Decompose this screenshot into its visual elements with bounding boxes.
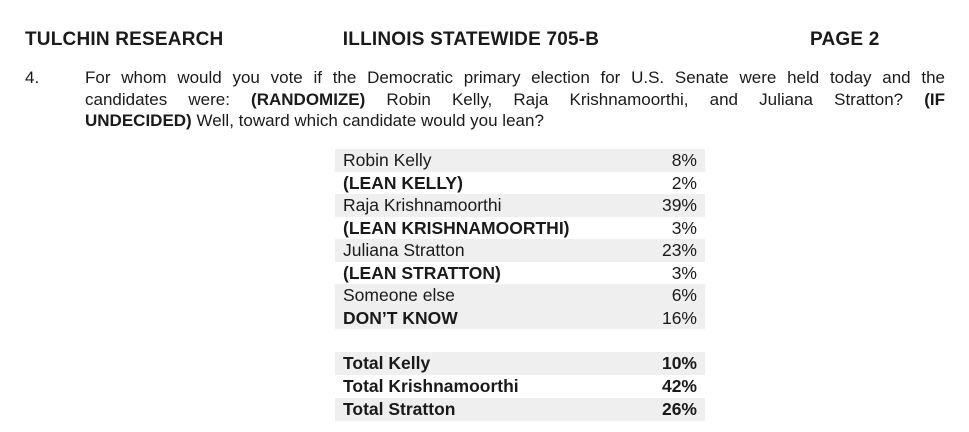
question-text-segment: Well, toward which candidate would you l… [191, 111, 544, 130]
question-text-segment: candidates were: [85, 89, 252, 109]
question-line: candidates were: (RANDOMIZE) Robin Kelly… [85, 89, 945, 111]
table-row: Total Kelly 10% [335, 352, 705, 375]
table-row: Someone else 6% [335, 284, 705, 307]
question-text-segment: Robin Kelly, Raja Krishnamoorthi, and Ju… [365, 89, 925, 109]
row-value: 23% [661, 240, 697, 260]
page-header: TULCHIN RESEARCH ILLINOIS STATEWIDE 705-… [0, 30, 969, 50]
question-text-segment: For whom would you vote if the Democrati… [85, 68, 945, 87]
row-value: 26% [661, 399, 697, 419]
row-label: Robin Kelly [343, 150, 432, 170]
row-value: 8% [671, 150, 697, 170]
row-label: Total Stratton [343, 399, 456, 419]
question-text: For whom would you vote if the Democrati… [85, 67, 945, 132]
header-study-title: ILLINOIS STATEWIDE 705-B [342, 29, 600, 50]
table-gap-row [335, 329, 705, 352]
row-label: DON’T KNOW [343, 307, 458, 328]
row-value: 3% [671, 217, 697, 238]
row-value: 39% [661, 195, 697, 215]
row-label: Total Krishnamoorthi [343, 376, 519, 396]
question-number: 4. [25, 68, 40, 87]
table-row: Raja Krishnamoorthi 39% [335, 194, 705, 217]
table-row: (LEAN KELLY) 2% [335, 172, 705, 195]
row-label: Raja Krishnamoorthi [343, 195, 502, 215]
question-line: For whom would you vote if the Democrati… [85, 67, 945, 89]
row-label: (LEAN KELLY) [343, 172, 463, 193]
table-row: DON’T KNOW 16% [335, 306, 705, 329]
question-text-segment: (RANDOMIZE) [251, 89, 366, 109]
row-value: 42% [661, 376, 697, 396]
row-label: (LEAN KRISHNAMOORTHI) [343, 217, 570, 238]
results-table: Robin Kelly 8% (LEAN KELLY) 2% Raja Krishnam… [335, 149, 705, 421]
header-org-title: TULCHIN RESEARCH [25, 29, 224, 50]
row-value: 3% [671, 262, 697, 283]
table-row: Juliana Stratton 23% [335, 239, 705, 262]
table-row: (LEAN STRATTON) 3% [335, 262, 705, 285]
row-value: 10% [661, 353, 697, 373]
row-value: 16% [661, 307, 697, 328]
question-line: UNDECIDED) Well, toward which candidate … [85, 110, 945, 132]
row-value: 2% [671, 172, 697, 193]
table-row: Robin Kelly 8% [335, 149, 705, 172]
question-text-segment: UNDECIDED) [85, 111, 192, 130]
table-row: Total Stratton 26% [335, 398, 705, 421]
row-label: (LEAN STRATTON) [343, 262, 501, 283]
table-row: Total Krishnamoorthi 42% [335, 375, 705, 398]
row-label: Someone else [343, 285, 455, 305]
row-label: Juliana Stratton [343, 240, 465, 260]
header-page-number: PAGE 2 [810, 29, 880, 50]
row-label: Total Kelly [343, 353, 431, 373]
table-row: (LEAN KRISHNAMOORTHI) 3% [335, 217, 705, 240]
question-text-segment: (IF [924, 89, 946, 109]
row-value: 6% [671, 285, 697, 305]
